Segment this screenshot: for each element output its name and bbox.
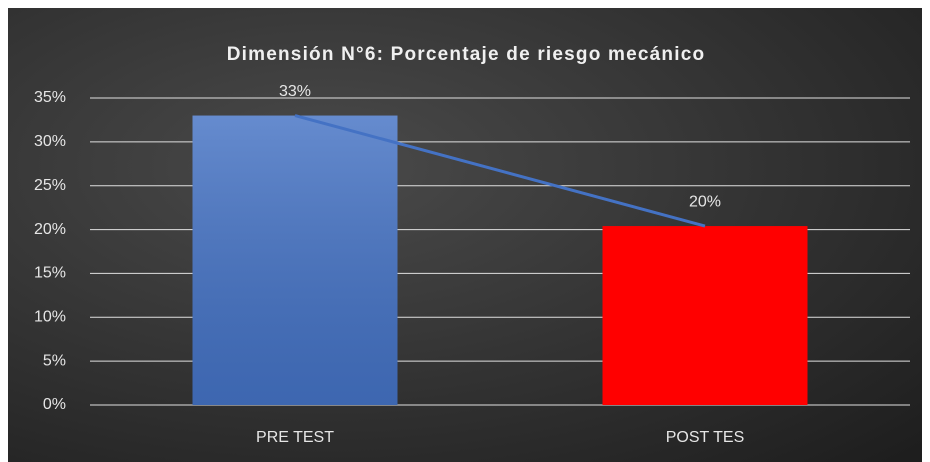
x-tick-label: POST TES [666,429,745,446]
y-tick-label: 25% [34,177,66,194]
data-label: 33% [279,83,311,100]
x-tick-label: PRE TEST [256,429,334,446]
bar [602,226,808,405]
y-tick-label: 10% [34,309,66,326]
y-tick-label: 20% [34,221,66,238]
y-tick-label: 30% [34,133,66,150]
data-label: 20% [689,193,721,210]
bar-shade [192,115,398,406]
trend-line [294,114,706,228]
y-tick-label: 0% [43,396,66,413]
y-tick-label: 35% [34,89,66,106]
chart-title: Dimensión N°6: Porcentaje de riesgo mecá… [227,44,706,65]
y-tick-label: 5% [43,352,66,369]
y-tick-label: 15% [34,265,66,282]
